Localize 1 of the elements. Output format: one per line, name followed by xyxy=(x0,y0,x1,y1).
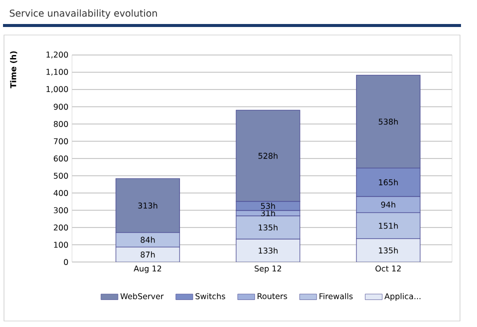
chart-title: Service unavailability evolution xyxy=(10,9,157,19)
